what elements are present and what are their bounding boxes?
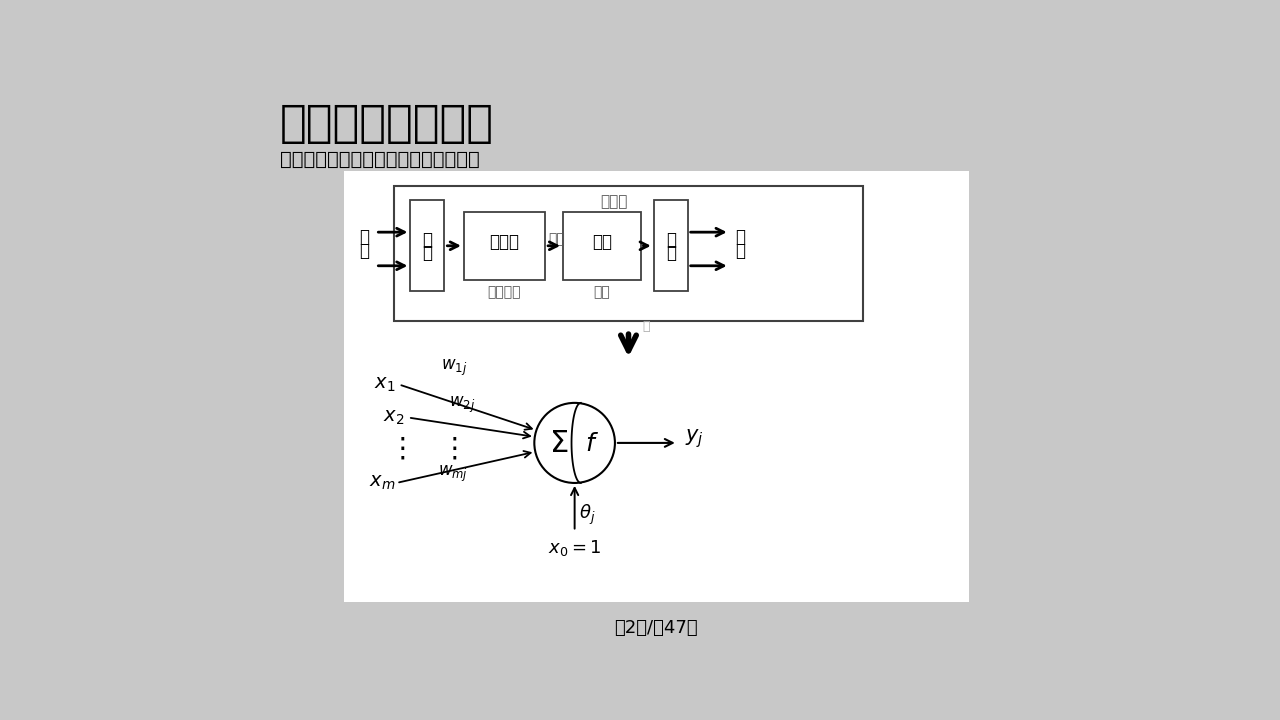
Text: $y_j$: $y_j$ (686, 428, 704, 451)
Text: 电脉冲: 电脉冲 (600, 194, 628, 210)
FancyBboxPatch shape (654, 200, 687, 291)
Text: 细胞体: 细胞体 (489, 233, 520, 251)
Text: 触: 触 (666, 245, 676, 263)
Text: $\Sigma$: $\Sigma$ (549, 429, 568, 458)
Text: $w_{mj}$: $w_{mj}$ (438, 464, 468, 484)
Text: 突: 突 (422, 245, 433, 263)
Text: 箱: 箱 (643, 320, 650, 333)
Text: 输: 输 (360, 228, 370, 246)
Text: $x_m$: $x_m$ (369, 474, 396, 492)
Text: $\theta_j$: $\theta_j$ (580, 503, 595, 527)
Text: $x_2$: $x_2$ (384, 408, 404, 427)
FancyBboxPatch shape (463, 212, 545, 279)
FancyBboxPatch shape (344, 171, 969, 603)
Text: 突: 突 (666, 230, 676, 248)
Text: 轴突: 轴突 (591, 233, 612, 251)
Text: 第2页/內47页: 第2页/內47页 (614, 618, 698, 636)
Text: $\vdots$: $\vdots$ (440, 434, 458, 462)
Text: $w_{1j}$: $w_{1j}$ (442, 358, 467, 378)
Text: 树: 树 (422, 230, 433, 248)
Circle shape (534, 403, 614, 483)
FancyBboxPatch shape (563, 212, 640, 279)
Text: $\vdots$: $\vdots$ (388, 434, 404, 462)
Text: $x_0=1$: $x_0=1$ (548, 539, 602, 559)
Text: 传输: 传输 (594, 285, 611, 299)
FancyBboxPatch shape (411, 200, 444, 291)
Text: 出: 出 (735, 242, 745, 260)
Text: 入: 入 (360, 242, 370, 260)
Text: $f$: $f$ (585, 432, 599, 456)
Text: 人工神经网络的基本单元的神经元模型: 人工神经网络的基本单元的神经元模型 (280, 150, 480, 169)
Text: 输: 输 (735, 228, 745, 246)
Text: $x_1$: $x_1$ (374, 375, 396, 394)
Text: 、人工神经元模型: 、人工神经元模型 (280, 102, 494, 145)
Text: 形成: 形成 (548, 233, 566, 247)
Text: $w_{2j}$: $w_{2j}$ (449, 395, 475, 415)
Text: 信息处理: 信息处理 (488, 285, 521, 299)
FancyBboxPatch shape (394, 186, 863, 321)
